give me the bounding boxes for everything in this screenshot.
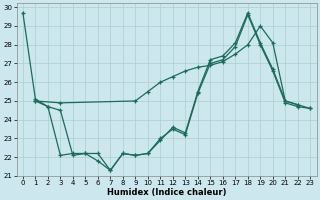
X-axis label: Humidex (Indice chaleur): Humidex (Indice chaleur) [107, 188, 226, 197]
